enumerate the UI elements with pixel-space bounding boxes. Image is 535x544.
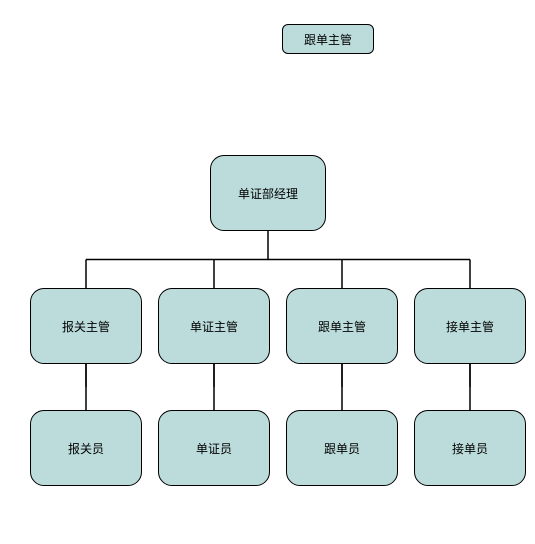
node-s1: 报关主管 [30,288,142,364]
node-label: 接单主管 [446,318,494,335]
node-label: 报关主管 [62,318,110,335]
node-l3: 跟单员 [286,410,398,486]
node-label: 接单员 [452,440,488,457]
node-l2: 单证员 [158,410,270,486]
node-label: 跟单主管 [318,318,366,335]
node-label: 跟单主管 [304,31,352,48]
node-s3: 跟单主管 [286,288,398,364]
node-s2: 单证主管 [158,288,270,364]
node-s4: 接单主管 [414,288,526,364]
node-label: 单证部经理 [238,185,298,202]
node-label: 跟单员 [324,440,360,457]
node-root: 单证部经理 [210,155,326,231]
node-label: 报关员 [68,440,104,457]
node-l4: 接单员 [414,410,526,486]
node-top_iso: 跟单主管 [282,24,374,54]
node-label: 单证主管 [190,318,238,335]
node-label: 单证员 [196,440,232,457]
node-l1: 报关员 [30,410,142,486]
